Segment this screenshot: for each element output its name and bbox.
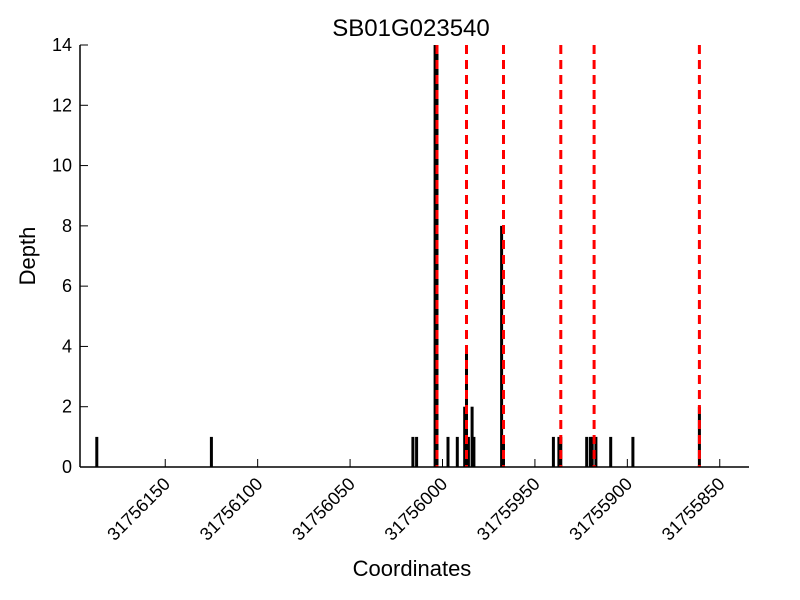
depth-bar xyxy=(470,406,474,467)
depth-bar xyxy=(585,436,589,467)
depth-bar xyxy=(209,436,213,467)
depth-bar xyxy=(551,436,555,467)
depth-bar xyxy=(95,436,99,467)
depth-bar xyxy=(415,436,419,467)
x-tick-label: 31755950 xyxy=(473,474,544,545)
y-tick-label: 2 xyxy=(62,397,72,417)
y-tick-label: 8 xyxy=(62,216,72,236)
chart-title: SB01G023540 xyxy=(332,15,489,42)
x-tick-label: 31756150 xyxy=(103,474,174,545)
y-tick-label: 6 xyxy=(62,276,72,296)
y-tick-label: 10 xyxy=(52,156,72,176)
depth-bar xyxy=(557,436,561,467)
depth-bar xyxy=(411,436,415,467)
y-tick-label: 14 xyxy=(52,35,72,55)
x-tick-label: 31756050 xyxy=(288,474,359,545)
depth-bar xyxy=(466,436,470,467)
y-tick-label: 0 xyxy=(62,457,72,477)
x-ticks: 31756150 31756100 31756050 31756000 31755950… xyxy=(103,459,729,545)
y-ticks: 0 2 4 6 8 10 12 14 xyxy=(52,35,88,477)
reference-lines-layer xyxy=(435,45,701,467)
depth-bar xyxy=(588,436,592,467)
x-tick-label: 31756100 xyxy=(196,474,267,545)
depth-bar xyxy=(500,225,504,467)
x-tick-label: 31756000 xyxy=(381,474,452,545)
y-axis-label: Depth xyxy=(15,227,40,286)
depth-bar xyxy=(631,436,635,467)
x-tick-label: 31755900 xyxy=(565,474,636,545)
depth-bar xyxy=(594,436,598,467)
depth-bar xyxy=(463,406,467,467)
depth-bar xyxy=(590,436,594,467)
y-tick-label: 12 xyxy=(52,95,72,115)
x-axis-label: Coordinates xyxy=(353,556,472,581)
depth-bar xyxy=(609,436,613,467)
bars-layer xyxy=(95,45,701,467)
x-tick-label: 31755850 xyxy=(658,474,729,545)
depth-bar xyxy=(455,436,459,467)
y-tick-label: 4 xyxy=(62,336,72,356)
depth-bar xyxy=(433,45,437,467)
depth-bar xyxy=(472,436,476,467)
axes xyxy=(79,45,749,468)
depth-bar xyxy=(446,436,450,467)
